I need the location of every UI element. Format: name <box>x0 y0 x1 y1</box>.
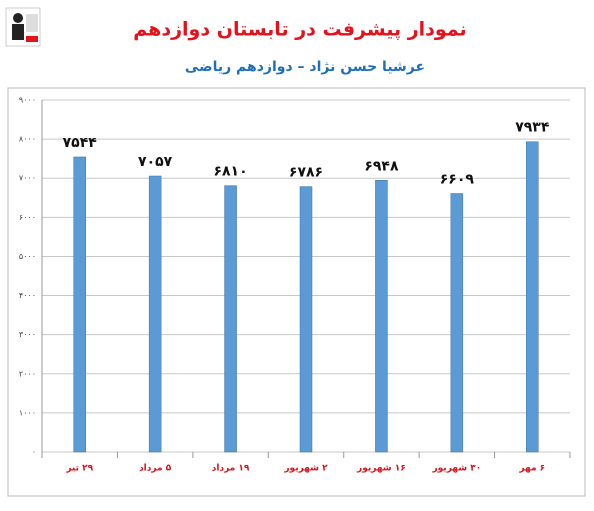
x-tick-label: ۱۹ مرداد <box>212 464 250 474</box>
x-tick-label: ۱۶ شهریور <box>356 464 406 474</box>
value-label: ۷۰۵۷ <box>138 154 173 170</box>
x-tick-label: ۲ شهریور <box>283 464 328 474</box>
bar <box>73 156 86 453</box>
chart-border <box>7 87 586 497</box>
chart-title: نمودار پیشرفت در تابستان دوازدهم <box>133 19 466 41</box>
logo <box>5 7 41 47</box>
y-tick-label: ۶۰۰۰ <box>19 213 36 222</box>
chart-subtitle: عرشیا حسن نژاد – دوازدهم ریاضی <box>185 59 425 75</box>
bar <box>299 186 313 453</box>
y-tick-label: ۷۰۰۰ <box>19 174 36 183</box>
bar <box>526 141 539 453</box>
y-tick-label: ۱۰۰۰ <box>19 408 36 417</box>
value-label: ۶۶۰۹ <box>440 172 475 188</box>
bar <box>224 185 237 453</box>
y-tick-label: ۲۰۰۰ <box>19 369 36 378</box>
bar <box>450 193 464 453</box>
value-label: ۶۹۴۸ <box>364 158 399 174</box>
y-tick-label: ۰ <box>32 448 36 457</box>
y-tick-label: ۹۰۰۰ <box>19 96 36 105</box>
value-label: ۷۵۴۴ <box>63 135 98 151</box>
y-tick-label: ۵۰۰۰ <box>19 252 36 261</box>
bar <box>375 180 388 453</box>
x-tick-label: ۲۹ تیر <box>65 464 93 474</box>
value-label: ۶۸۱۰ <box>213 164 247 180</box>
y-tick-label: ۳۰۰۰ <box>19 330 36 339</box>
x-tick-label: ۶ مهر <box>518 464 545 474</box>
x-tick-label: ۵ مرداد <box>139 464 172 474</box>
y-tick-label: ۴۰۰۰ <box>19 291 36 300</box>
bar <box>148 175 162 453</box>
value-label: ۷۹۳۴ <box>515 120 550 136</box>
value-label: ۶۷۸۶ <box>289 165 323 181</box>
x-tick-label: ۳۰ شهریور <box>431 464 481 474</box>
y-tick-label: ۸۰۰۰ <box>19 135 36 144</box>
